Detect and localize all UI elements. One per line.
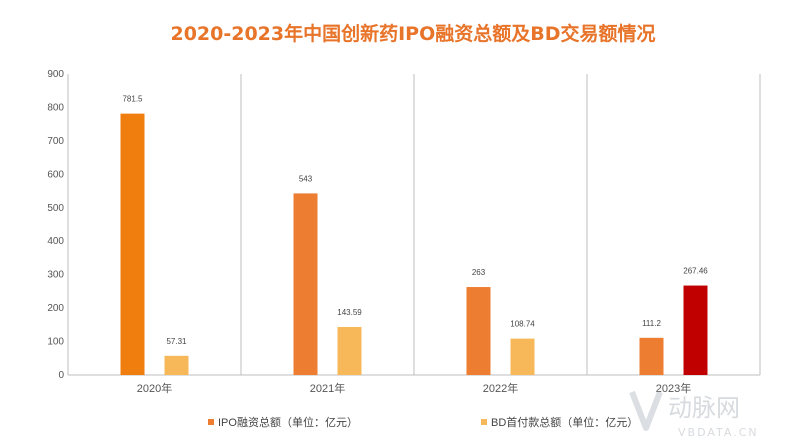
bars bbox=[120, 113, 708, 376]
data-label: 267.46 bbox=[683, 267, 708, 276]
y-tick-label: 600 bbox=[47, 169, 64, 180]
legend-swatch-bd bbox=[481, 419, 487, 425]
y-tick-label: 100 bbox=[47, 337, 64, 348]
y-tick-label: 400 bbox=[47, 236, 64, 247]
data-label: 143.59 bbox=[337, 308, 362, 317]
y-tick-label: 800 bbox=[47, 102, 64, 113]
data-label: 57.31 bbox=[166, 337, 187, 346]
bar bbox=[683, 285, 708, 375]
bar bbox=[510, 338, 535, 375]
bar bbox=[466, 287, 491, 375]
plot-frame bbox=[67, 74, 761, 376]
data-label: 781.5 bbox=[122, 95, 143, 104]
bar bbox=[639, 337, 664, 375]
legend: IPO融资总额（单位：亿元） BD首付款总额（单位：亿元） bbox=[208, 415, 638, 429]
data-labels: 781.5 543 263 111.2 57.31 143.59 108.74 267.46 bbox=[122, 95, 708, 346]
data-label: 263 bbox=[472, 268, 486, 277]
bar bbox=[293, 193, 318, 375]
y-tick-label: 200 bbox=[47, 303, 64, 314]
x-tick-label: 2023年 bbox=[656, 381, 691, 395]
legend-label-bd: BD首付款总额（单位：亿元） bbox=[491, 415, 638, 429]
y-tick-label: 500 bbox=[47, 203, 64, 214]
data-label: 108.74 bbox=[510, 320, 535, 329]
x-axis: 2020年 2021年 2022年 2023年 bbox=[137, 381, 691, 395]
y-tick-label: 0 bbox=[58, 370, 64, 381]
legend-label-ipo: IPO融资总额（单位：亿元） bbox=[218, 415, 358, 429]
bar bbox=[164, 355, 189, 375]
x-tick-label: 2022年 bbox=[483, 381, 518, 395]
data-label: 111.2 bbox=[642, 319, 661, 328]
watermark-logo: 动脉网 VBDATA.CN bbox=[629, 390, 759, 439]
y-axis: 0 100 200 300 400 500 600 700 800 900 bbox=[47, 69, 64, 381]
bar bbox=[120, 113, 145, 376]
watermark-brand: 动脉网 bbox=[668, 394, 740, 422]
y-tick-label: 900 bbox=[47, 69, 64, 80]
logo-mark-icon bbox=[629, 390, 663, 431]
x-tick-label: 2020年 bbox=[137, 381, 172, 395]
x-tick-label: 2021年 bbox=[310, 381, 345, 395]
watermark-url: VBDATA.CN bbox=[678, 426, 759, 439]
chart-title: 2020-2023年中国创新药IPO融资总额及BD交易额情况 bbox=[170, 22, 655, 45]
data-label: 543 bbox=[299, 174, 313, 183]
legend-swatch-ipo bbox=[208, 419, 214, 425]
y-tick-label: 300 bbox=[47, 270, 64, 281]
y-tick-label: 700 bbox=[47, 136, 64, 147]
bar bbox=[337, 326, 362, 375]
